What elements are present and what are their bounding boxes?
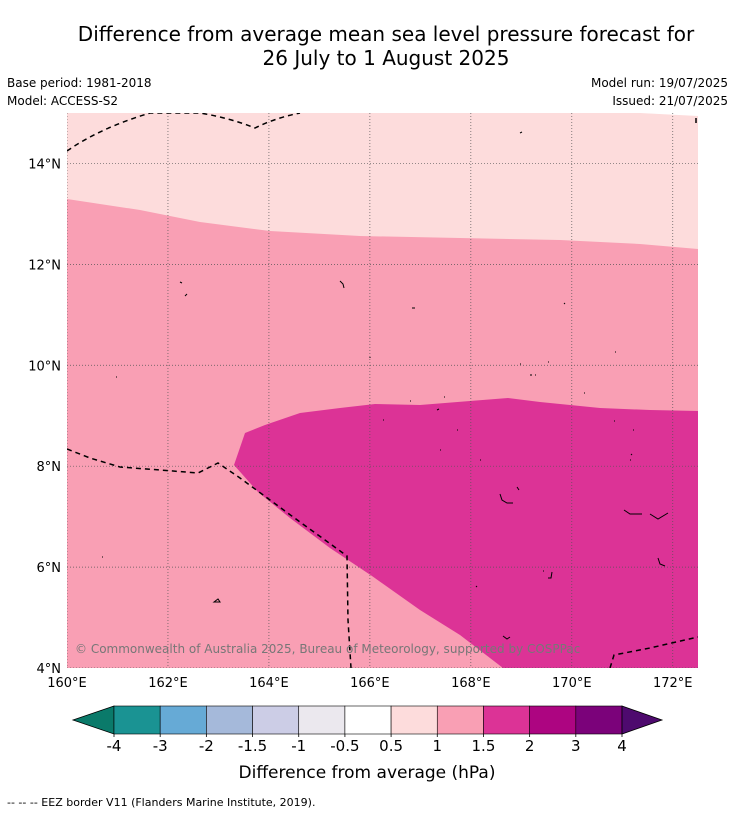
islands (102, 131, 669, 640)
longitude-labels: 160°E 162°E 164°E 166°E 168°E 170°E 172°E (47, 676, 692, 691)
model-name: Model: ACCESS-S2 (7, 94, 119, 108)
colorbar-swatch (483, 705, 530, 735)
meta-left: Base period: 1981-2018 Model: ACCESS-S2 (7, 74, 152, 110)
longitude-tick-label: 172°E (653, 676, 693, 691)
colorbar-tick-label: 1.5 (472, 737, 496, 755)
region-1-5-2 (234, 398, 698, 668)
region-0-5-1 (67, 113, 698, 249)
colorbar-tick-label: -3 (153, 737, 168, 755)
colorbar-swatch (113, 705, 161, 735)
colorbar-tick-label: -1 (291, 737, 306, 755)
longitude-tick-label: 168°E (451, 676, 491, 691)
colorbar-tick-label: -0.5 (330, 737, 359, 755)
colorbar-swatch (344, 705, 392, 735)
base-period: Base period: 1981-2018 (7, 76, 152, 90)
meta-right: Model run: 19/07/2025 Issued: 21/07/2025 (591, 74, 728, 110)
colorbar-tick-label: -2 (199, 737, 214, 755)
copyright-text: © Commonwealth of Australia 2025, Bureau… (75, 642, 580, 656)
map-panel: © Commonwealth of Australia 2025, Bureau… (67, 113, 698, 668)
colorbar-swatch (159, 705, 207, 735)
latitude-tick-label: 12°N (28, 258, 61, 273)
colorbar-tick-label: -4 (107, 737, 122, 755)
latitude-tick-label: 10°N (28, 359, 61, 374)
model-run: Model run: 19/07/2025 (590, 76, 728, 90)
colorbar: -4 -3 -2 -1.5 -1 -0.5 0.5 1 1.5 2 3 4 (71, 705, 664, 755)
title-line-1: Difference from average mean sea level p… (77, 22, 695, 46)
colorbar-tick-label: 4 (617, 737, 627, 755)
colorbar-low-extend (71, 705, 115, 735)
colorbar-swatch (436, 705, 484, 735)
colorbar-swatch (252, 705, 300, 735)
footer-note: -- -- -- EEZ border V11 (Flanders Marine… (7, 796, 316, 809)
eez-borders (67, 113, 698, 668)
longitude-tick-label: 166°E (350, 676, 390, 691)
colorbar-tick-label: 2 (525, 737, 535, 755)
colorbar-swatch (390, 705, 438, 735)
colorbar-tick-label: 1 (432, 737, 442, 755)
colorbar-tick-label: -1.5 (238, 737, 267, 755)
latitude-labels: 4°N 6°N 8°N 10°N 12°N 14°N (28, 157, 61, 677)
longitude-tick-label: 170°E (552, 676, 592, 691)
longitude-tick-label: 160°E (47, 676, 87, 691)
title-line-2: 26 July to 1 August 2025 (262, 46, 510, 70)
map-title: Difference from average mean sea level p… (0, 22, 736, 70)
latitude-tick-label: 6°N (37, 561, 62, 576)
colorbar-swatch (529, 705, 577, 735)
colorbar-tick-label: 3 (571, 737, 581, 755)
longitude-tick-label: 162°E (148, 676, 188, 691)
latitude-tick-label: 4°N (37, 662, 62, 677)
longitude-tick-label: 164°E (249, 676, 289, 691)
latitude-tick-label: 8°N (37, 460, 62, 475)
issued-date: Issued: 21/07/2025 (612, 94, 728, 108)
colorbar-label: Difference from average (hPa) (239, 763, 496, 783)
gridlines (67, 113, 698, 668)
colorbar-swatch (298, 705, 346, 735)
latitude-tick-label: 14°N (28, 157, 61, 172)
colorbar-tick-label: 0.5 (379, 737, 403, 755)
colorbar-swatch (575, 705, 623, 735)
colorbar-swatch (206, 705, 253, 735)
colorbar-high-extend (621, 705, 664, 735)
